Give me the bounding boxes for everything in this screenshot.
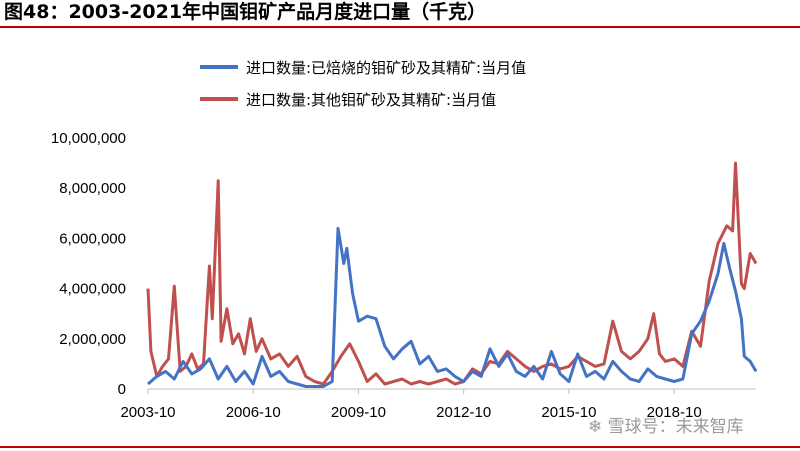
x-tick-label: 2009-10: [331, 404, 386, 421]
snowball-icon: ❄: [588, 417, 603, 437]
y-tick-label: 2,000,000: [59, 331, 126, 348]
x-tick-label: 2003-10: [120, 404, 175, 421]
figure-title: 图48：2003-2021年中国钼矿产品月度进口量（千克）: [4, 1, 487, 23]
y-axis: 0 2,000,000 4,000,000 6,000,000 8,000,000 10,…: [51, 130, 126, 398]
title-divider: [0, 26, 800, 28]
x-tick-label: 2015-10: [541, 404, 596, 421]
legend-label-2: 进口数量:其他钼矿砂及其精矿:当月值: [246, 91, 496, 109]
series-line-2: [146, 161, 758, 386]
y-tick-label: 10,000,000: [51, 130, 126, 147]
y-tick-label: 6,000,000: [59, 230, 126, 247]
x-tick-label: 2018-10: [647, 404, 702, 421]
x-axis: 2003-10 2006-10 2009-10 2012-10 2015-10 2018-…: [120, 388, 756, 421]
watermark-text: 雪球号：未来智库: [607, 417, 744, 437]
y-tick-label: 4,000,000: [59, 281, 126, 298]
y-tick-label: 8,000,000: [59, 180, 126, 197]
x-tick-label: 2006-10: [226, 404, 281, 421]
legend-label-1: 进口数量:已焙烧的钼矿砂及其精矿:当月值: [246, 59, 526, 77]
series-line-1: [147, 226, 758, 388]
x-tick-label: 2012-10: [436, 404, 491, 421]
watermark: ❄ 雪球号：未来智库: [588, 412, 744, 437]
plot-area: [146, 161, 758, 388]
y-tick-label: 0: [118, 381, 126, 398]
bottom-divider: [0, 446, 800, 448]
